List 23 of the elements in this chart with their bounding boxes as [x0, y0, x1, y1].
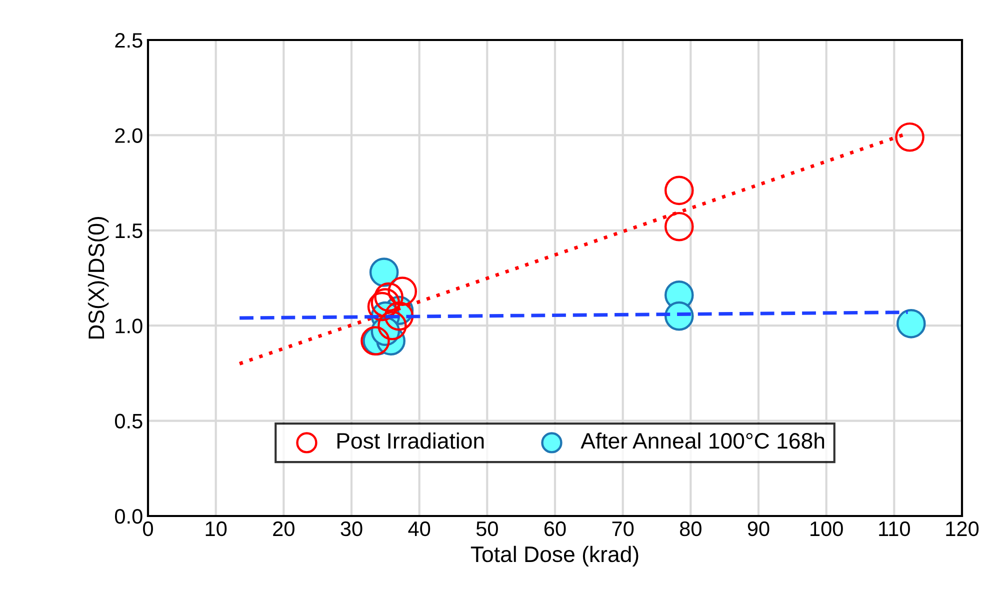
legend-label: After Anneal 100°C 168h	[580, 432, 824, 449]
y-tick-label: 1.0	[116, 318, 142, 334]
x-axis-title: Total Dose (krad)	[470, 546, 638, 567]
y-tick-label: 0.5	[114, 414, 142, 429]
x-tick-label: 40	[408, 521, 430, 536]
y-tick-label: 0.0	[114, 509, 142, 524]
x-tick-label: 10	[206, 521, 227, 536]
x-tick-label: 80	[680, 521, 702, 536]
x-tick-label: 50	[476, 521, 498, 536]
x-tick-label: 20	[273, 521, 294, 536]
legend-label: Post Irradiation	[337, 432, 484, 449]
x-tick-label: 0	[143, 521, 153, 536]
x-tick-label: 100	[810, 521, 843, 536]
y-axis-title: DS(X)/DS(0)	[88, 217, 109, 339]
x-tick-label: 110	[879, 521, 910, 536]
x-tick-label: 60	[544, 521, 566, 536]
y-tick-label: 1.5	[116, 224, 142, 238]
x-tick-label: 120	[946, 521, 979, 536]
x-tick-label: 30	[340, 521, 362, 536]
x-tick-label: 90	[748, 521, 770, 536]
y-tick-label: 2.0	[115, 128, 142, 143]
x-tick-label: 70	[612, 521, 634, 536]
y-tick-label: 2.5	[115, 33, 142, 48]
